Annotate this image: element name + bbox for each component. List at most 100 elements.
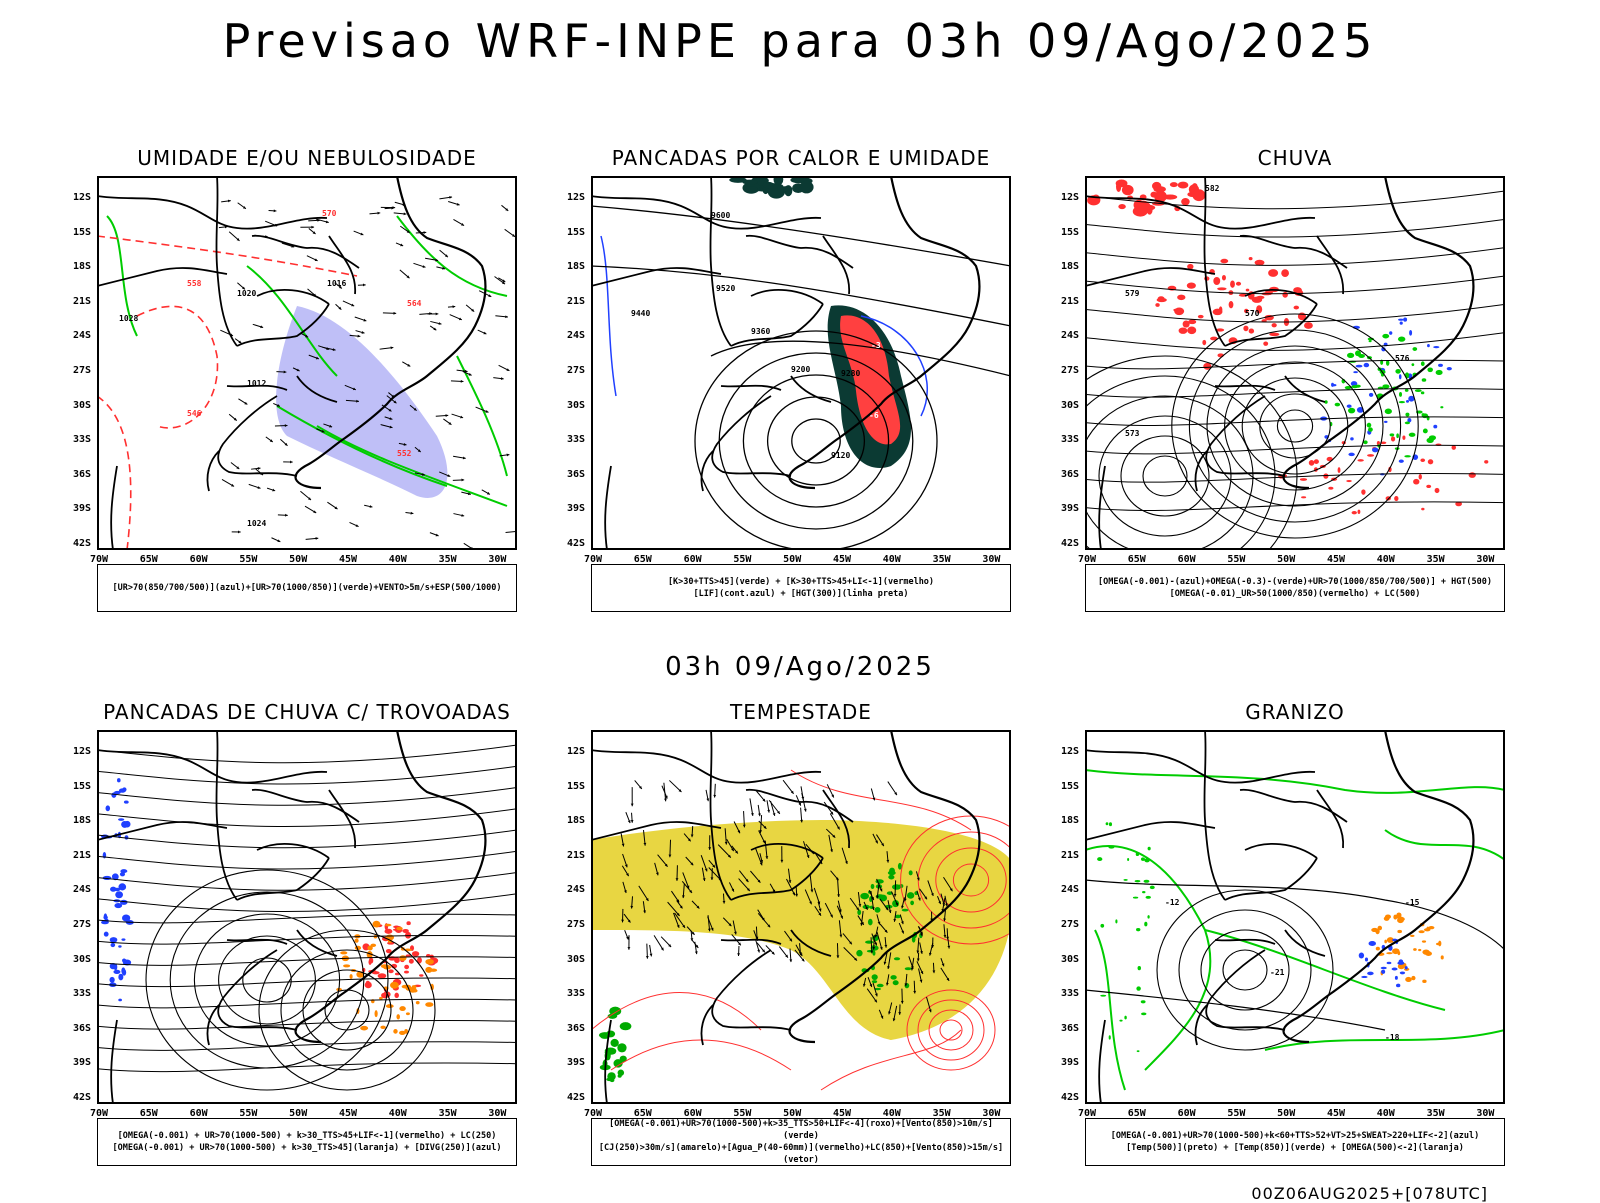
field-blob — [1365, 958, 1368, 962]
lat-tick-label: 27S — [555, 365, 585, 376]
contour-label: 9520 — [716, 284, 735, 293]
field-blob — [124, 801, 129, 804]
field-blob — [1255, 260, 1265, 266]
field-blob — [360, 1026, 368, 1031]
field-blob — [1188, 320, 1196, 325]
field-blob — [1392, 968, 1398, 971]
field-blob — [1406, 400, 1409, 403]
field-blob — [1198, 315, 1204, 318]
field-blob — [1108, 846, 1114, 849]
field-blob — [386, 1004, 394, 1008]
field-blob — [120, 900, 127, 905]
field-blob — [1364, 363, 1370, 367]
field-blob — [1170, 182, 1178, 187]
contour-label: 582 — [1205, 184, 1220, 193]
field-blob — [1369, 941, 1376, 946]
lat-tick-label: 24S — [555, 884, 585, 895]
field-blob — [1346, 480, 1352, 482]
field-blob — [340, 951, 347, 954]
field-blob — [1328, 487, 1333, 490]
field-blob — [412, 951, 419, 956]
lat-tick-label: 12S — [61, 192, 91, 203]
lat-tick-label: 42S — [1049, 1092, 1079, 1103]
field-blob — [1243, 326, 1248, 332]
legend-line: [OMEGA(-0.01)_UR>50(1000/850)(vermelho) … — [1088, 588, 1502, 600]
contour-label: 9280 — [841, 369, 860, 378]
field-blob — [1338, 467, 1341, 473]
lat-tick-label: 36S — [555, 469, 585, 480]
field-blob — [1440, 406, 1443, 408]
field-blob — [406, 1012, 410, 1015]
lat-tick-label: 18S — [1049, 261, 1079, 272]
field-blob — [396, 927, 403, 930]
field-blob — [1347, 353, 1354, 358]
field-blob — [1438, 364, 1443, 367]
field-blob — [1409, 330, 1412, 336]
field-blob — [1106, 822, 1109, 825]
lat-tick-label: 36S — [1049, 1023, 1079, 1034]
lat-tick-label: 12S — [555, 192, 585, 203]
field-blob — [860, 893, 869, 900]
lat-tick-label: 12S — [555, 746, 585, 757]
lat-tick-label: 42S — [61, 1092, 91, 1103]
field-blob — [1422, 950, 1429, 955]
field-blob — [1213, 309, 1223, 315]
legend-line: [OMEGA(-0.001)-(azul)+OMEGA(-0.3)-(verde… — [1088, 576, 1502, 588]
field-blob — [1352, 511, 1357, 514]
field-blob — [1429, 435, 1436, 440]
field-blob — [114, 791, 121, 794]
map-svg: -12-21-15-18 — [1085, 730, 1505, 1104]
field-blob — [425, 967, 432, 973]
field-blob — [1381, 967, 1387, 970]
field-blob — [118, 945, 121, 947]
field-blob — [1282, 292, 1288, 298]
field-blob — [1427, 344, 1430, 347]
field-blob — [1395, 369, 1400, 374]
lat-tick-label: 24S — [555, 330, 585, 341]
field-blob — [1357, 459, 1363, 462]
field-blob — [375, 1010, 378, 1017]
field-blob — [1399, 401, 1405, 403]
legend-line: [OMEGA(-0.001)+UR>70(1000-500)+k>35_TTS>… — [594, 1118, 1008, 1142]
field-blob — [888, 875, 894, 880]
field-blob — [1263, 341, 1268, 345]
field-blob — [1150, 192, 1157, 198]
field-blob — [110, 937, 118, 943]
field-blob — [1202, 340, 1206, 345]
lat-tick-label: 42S — [555, 538, 585, 549]
field-blob — [1376, 947, 1380, 951]
field-blob — [1137, 1050, 1140, 1052]
contour-label: -15 — [1405, 898, 1420, 907]
lat-tick-label: 15S — [1049, 781, 1079, 792]
field-blob — [890, 975, 896, 980]
lat-tick-label: 39S — [555, 503, 585, 514]
field-blob — [1187, 327, 1196, 335]
legend-box: [UR>70(850/700/500)](azul)+[UR>70(1000/8… — [97, 564, 517, 612]
field-blob — [865, 941, 873, 944]
field-blob — [1109, 1035, 1111, 1039]
field-blob — [412, 989, 418, 992]
lat-tick-label: 15S — [1049, 227, 1079, 238]
field-blob — [1268, 269, 1278, 277]
contour-label: -21 — [1270, 968, 1285, 977]
field-blob — [1384, 421, 1388, 423]
field-blob — [1411, 976, 1415, 980]
field-blob — [399, 955, 406, 961]
field-blob — [1384, 940, 1387, 944]
field-blob — [121, 938, 125, 940]
field-blob — [1426, 927, 1429, 932]
lat-tick-label: 33S — [555, 434, 585, 445]
field-blob — [857, 910, 861, 916]
field-blob — [373, 921, 381, 928]
field-blob — [877, 984, 884, 987]
field-blob — [1405, 422, 1410, 425]
field-blob — [118, 974, 123, 981]
contour-label: 1028 — [119, 314, 138, 323]
map-svg — [97, 730, 517, 1104]
lat-tick-label: 27S — [61, 365, 91, 376]
field-blob — [1100, 924, 1104, 928]
field-blob — [118, 999, 122, 1002]
